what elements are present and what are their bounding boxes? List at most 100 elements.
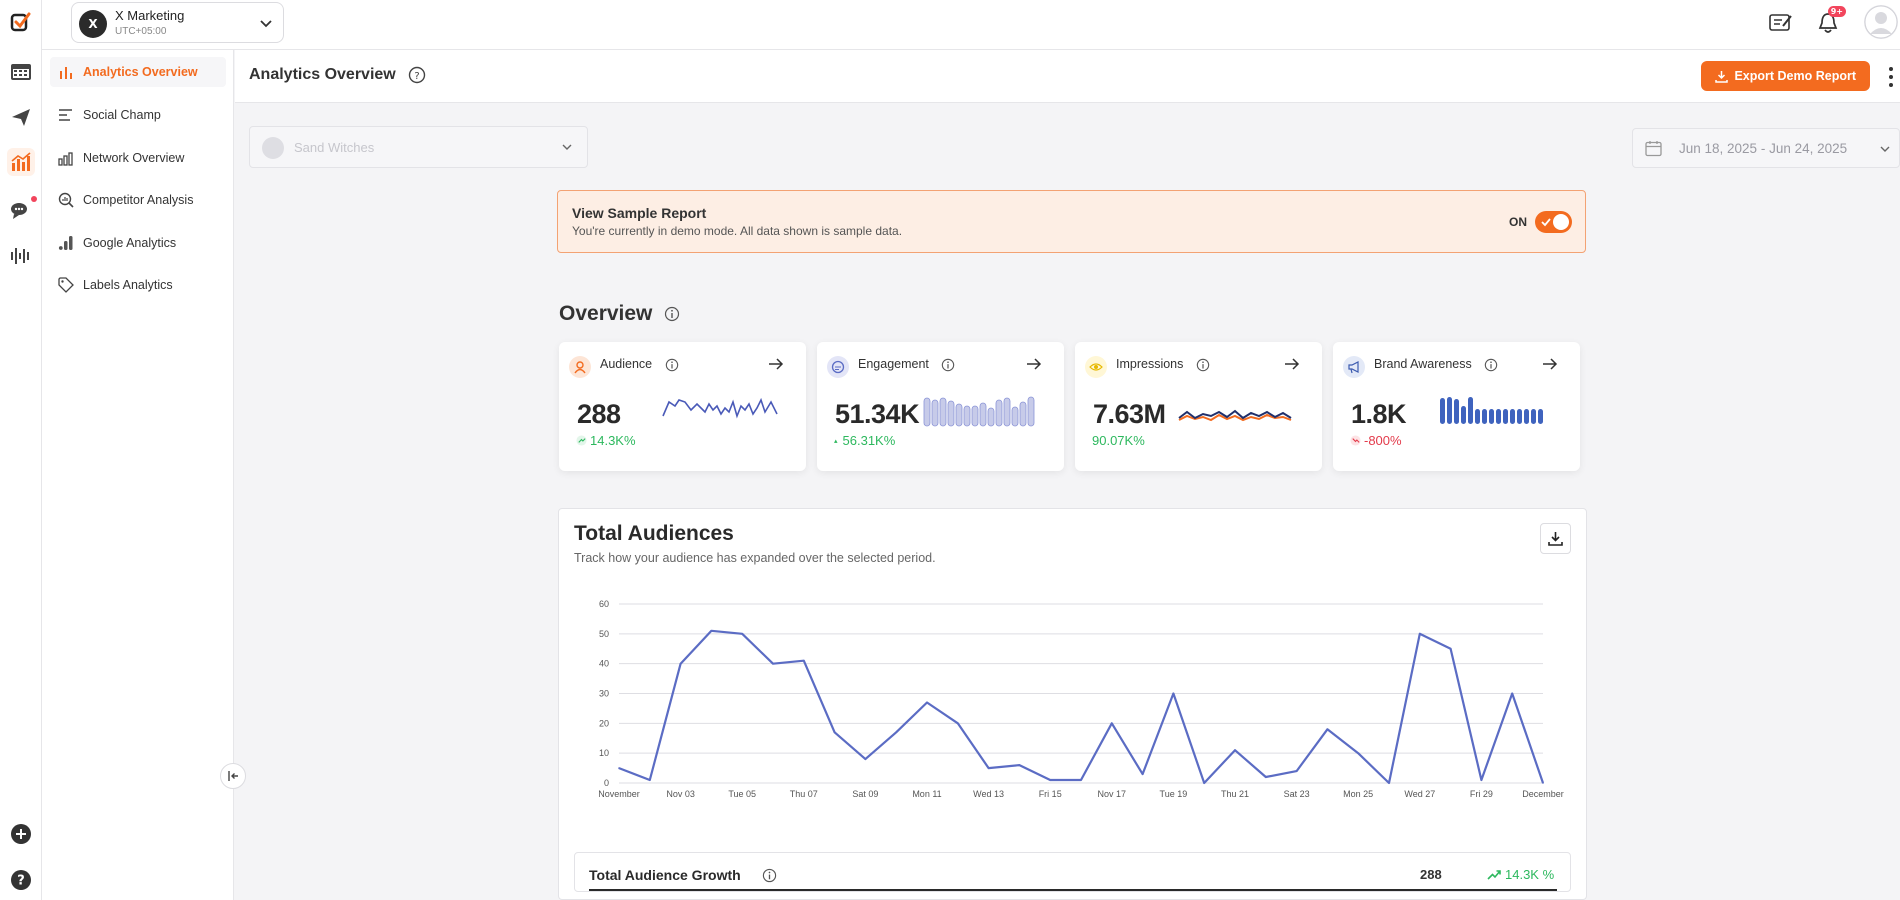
- top-bar: X X Marketing UTC+05:00 9+: [42, 0, 1900, 50]
- data-point: [1388, 782, 1390, 784]
- audience-series-line: [618, 629, 1545, 785]
- sidebar-item-social-champ[interactable]: Social Champ: [50, 100, 226, 130]
- arrow-right-icon[interactable]: [1284, 356, 1300, 372]
- card-label: Engagement: [858, 357, 929, 371]
- data-point: [803, 659, 805, 662]
- x-tick-label: Wed 13: [973, 789, 1004, 799]
- total-audiences-chart: 0 10 20 30 40 50 60 November Nov 03 Tue 05 Thu 07 S…: [598, 599, 1564, 799]
- collapse-sidebar-button[interactable]: [220, 763, 246, 789]
- data-point: [926, 701, 928, 704]
- engagement-card[interactable]: Engagement 51.34K ▴ 56.31K%: [817, 342, 1064, 471]
- info-icon[interactable]: [762, 868, 777, 883]
- analytics-icon[interactable]: [7, 148, 35, 176]
- sidebar-item-competitor-analysis[interactable]: Competitor Analysis: [50, 185, 226, 215]
- more-options-icon[interactable]: [1888, 66, 1894, 88]
- arrow-right-icon[interactable]: [1542, 356, 1558, 372]
- sample-report-toggle[interactable]: [1535, 211, 1572, 233]
- account-name: X Marketing: [115, 8, 185, 23]
- growth-value: 288: [1420, 867, 1442, 882]
- listening-icon[interactable]: [7, 242, 35, 270]
- profile-avatar: [262, 137, 284, 159]
- data-point: [1449, 647, 1452, 650]
- y-tick-label: 50: [599, 629, 609, 639]
- x-tick-label: Fri 15: [1039, 789, 1062, 799]
- export-label: Export Demo Report: [1734, 69, 1856, 83]
- help-circle-icon[interactable]: ?: [7, 866, 35, 894]
- y-tick-label: 10: [599, 748, 609, 758]
- inbox-chat-icon[interactable]: [7, 196, 37, 224]
- profile-select-value: Sand Witches: [294, 140, 375, 155]
- toggle-knob: [1553, 214, 1569, 230]
- data-point: [1172, 692, 1175, 695]
- card-change: ▴ 56.31K%: [834, 433, 895, 448]
- unread-dot: [31, 196, 37, 202]
- x-tick-label: Tue 19: [1160, 789, 1188, 799]
- x-tick-label: Tue 05: [728, 789, 756, 799]
- info-icon[interactable]: [664, 306, 680, 322]
- user-avatar[interactable]: [1864, 5, 1898, 39]
- brand-awareness-card[interactable]: Brand Awareness 1.8K -800%: [1333, 342, 1580, 471]
- info-icon[interactable]: [1484, 358, 1498, 372]
- chevron-down-icon: [562, 144, 572, 150]
- sidebar-item-network-overview[interactable]: Network Overview: [50, 143, 226, 173]
- arrow-right-icon[interactable]: [1026, 356, 1042, 372]
- bar-chart-icon: [60, 67, 72, 79]
- trend-dot-icon: ▴: [834, 437, 838, 445]
- data-point: [1111, 722, 1113, 725]
- total-audience-growth-row: Total Audience Growth 288 14.3K %: [574, 852, 1571, 892]
- bell-icon[interactable]: 9+: [1814, 6, 1846, 37]
- sidebar-item-labels-analytics[interactable]: Labels Analytics: [50, 270, 226, 300]
- compose-post-icon[interactable]: [1767, 9, 1795, 37]
- data-point: [1080, 779, 1082, 781]
- help-icon[interactable]: ?: [408, 66, 426, 84]
- date-range-picker[interactable]: Jun 18, 2025 - Jun 24, 2025: [1632, 128, 1900, 168]
- account-switcher[interactable]: X X Marketing UTC+05:00: [71, 2, 284, 43]
- send-icon[interactable]: [7, 103, 35, 131]
- audience-card[interactable]: Audience 288 14.3K%: [559, 342, 806, 471]
- analytics-sidebar: Analytics Overview Social Champ Network …: [42, 50, 234, 900]
- export-demo-report-button[interactable]: Export Demo Report: [1701, 61, 1870, 91]
- y-tick-label: 30: [599, 689, 609, 699]
- page-header: Analytics Overview ? Export Demo Report: [235, 50, 1900, 103]
- account-avatar: X: [79, 10, 107, 38]
- chevron-down-icon: [1880, 146, 1890, 152]
- calendar-icon: [1645, 141, 1662, 157]
- y-tick-label: 40: [599, 659, 609, 669]
- data-point: [741, 633, 743, 635]
- megaphone-icon: [1343, 356, 1365, 378]
- data-point: [1357, 752, 1359, 754]
- card-change-value: -800%: [1364, 433, 1402, 448]
- sample-report-banner: View Sample Report You're currently in d…: [557, 190, 1586, 253]
- engagement-icon: [827, 356, 849, 378]
- profile-select[interactable]: Sand Witches: [249, 126, 588, 168]
- network-chart-icon: [58, 152, 73, 166]
- info-icon[interactable]: [1196, 358, 1210, 372]
- impressions-card[interactable]: Impressions 7.63M 90.07K%: [1075, 342, 1322, 471]
- sidebar-item-google-analytics[interactable]: Google Analytics: [50, 228, 226, 258]
- app-logo-icon[interactable]: [7, 8, 35, 36]
- card-value: 7.63M: [1093, 399, 1166, 429]
- sample-report-subtitle: You're currently in demo mode. All data …: [572, 224, 903, 238]
- data-point: [1295, 770, 1298, 772]
- google-analytics-icon: [58, 236, 73, 250]
- sidebar-item-label: Social Champ: [83, 108, 161, 122]
- info-icon[interactable]: [941, 358, 955, 372]
- download-chart-button[interactable]: [1540, 523, 1571, 554]
- brand-awareness-sparkline: [1440, 397, 1543, 424]
- card-change-value: 90.07K%: [1092, 433, 1145, 448]
- audience-icon: [569, 356, 591, 378]
- trend-down-icon: [1350, 435, 1361, 446]
- y-tick-label: 0: [604, 778, 609, 788]
- y-tick-label: 60: [599, 599, 609, 609]
- chevron-down-icon: [260, 20, 272, 28]
- eye-icon: [1085, 356, 1107, 378]
- sample-report-title: View Sample Report: [572, 205, 707, 221]
- arrow-right-icon[interactable]: [768, 356, 784, 372]
- add-icon[interactable]: [7, 820, 35, 848]
- calendar-icon[interactable]: [7, 57, 35, 85]
- data-point: [679, 662, 682, 665]
- info-icon[interactable]: [665, 358, 679, 372]
- data-point: [1326, 728, 1329, 731]
- sidebar-item-analytics-overview[interactable]: Analytics Overview: [50, 57, 226, 87]
- account-timezone: UTC+05:00: [115, 26, 167, 37]
